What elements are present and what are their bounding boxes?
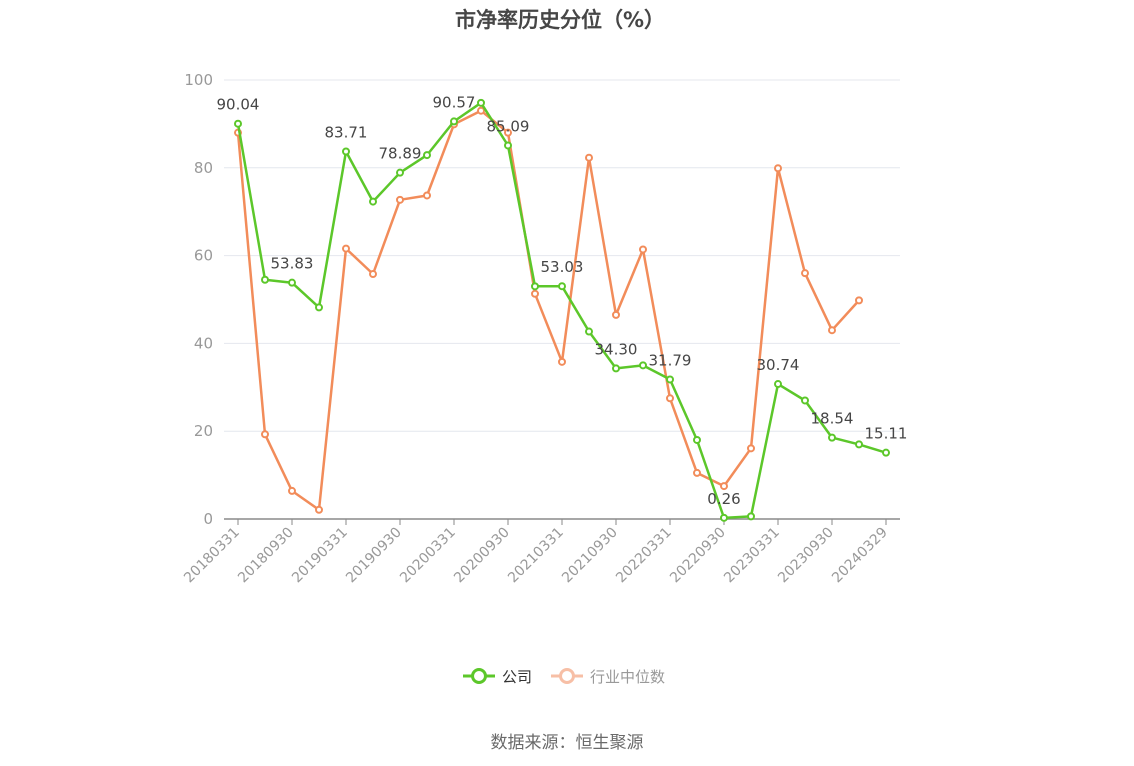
- data-point-industry-median: [774, 164, 782, 173]
- data-point-company: [234, 119, 242, 128]
- data-point-company: [720, 513, 728, 522]
- data-point-company: [693, 435, 701, 444]
- data-point-company: [774, 380, 782, 389]
- data-label: 31.79: [649, 351, 692, 369]
- data-label: 18.54: [811, 410, 854, 428]
- axis-layer: 0 20 40 60 80 100 2018033120180930201903312019…: [181, 71, 900, 586]
- data-point-company: [558, 282, 566, 291]
- data-point-company: [477, 98, 485, 107]
- y-tick-label: 80: [194, 159, 213, 177]
- data-point-industry-median: [288, 486, 296, 495]
- legend-item-industry-median[interactable]: 行业中位数: [550, 664, 665, 688]
- data-point-industry-median: [531, 289, 539, 298]
- data-point-industry-median: [855, 296, 863, 305]
- series-line-industry-median: [236, 109, 860, 512]
- data-point-company: [882, 448, 890, 457]
- data-point-industry-median: [639, 245, 647, 254]
- x-tick-label: 20200331: [397, 525, 459, 587]
- data-point-industry-median: [693, 468, 701, 477]
- y-tick-label: 60: [194, 247, 213, 265]
- data-point-company: [612, 364, 620, 373]
- x-tick-label: 20240329: [829, 525, 891, 587]
- data-point-company: [585, 327, 593, 336]
- data-point-company: [261, 275, 269, 284]
- series-line-company: [236, 101, 887, 520]
- data-point-company: [504, 141, 512, 150]
- data-point-industry-median: [261, 430, 269, 439]
- data-point-industry-median: [558, 357, 566, 366]
- data-point-industry-median: [477, 106, 485, 115]
- legend-industry-marker-icon: [551, 668, 583, 684]
- data-point-industry-median: [666, 394, 674, 403]
- legend-industry-label: 行业中位数: [590, 667, 666, 686]
- data-point-company: [855, 440, 863, 449]
- y-tick-label: 100: [184, 71, 213, 89]
- y-tick-label: 40: [194, 334, 213, 352]
- data-point-industry-median: [585, 153, 593, 162]
- data-point-industry-median: [396, 195, 404, 204]
- x-tick-label: 20230331: [721, 525, 783, 587]
- data-label: 78.89: [379, 145, 422, 163]
- data-point-company: [450, 117, 458, 126]
- data-point-company: [315, 303, 323, 312]
- legend-company-marker-icon: [463, 668, 495, 684]
- data-label: 34.30: [595, 340, 638, 358]
- data-point-industry-median: [828, 326, 836, 335]
- data-point-industry-median: [720, 482, 728, 491]
- data-label: 15.11: [865, 425, 908, 443]
- data-label: 85.09: [487, 117, 530, 135]
- data-point-industry-median: [504, 128, 512, 137]
- x-tick-label: 20180331: [181, 525, 243, 587]
- x-tick-label: 20210930: [559, 525, 621, 587]
- data-point-industry-median: [369, 270, 377, 279]
- x-tick-label: 20230930: [775, 525, 837, 587]
- data-label: 30.74: [757, 356, 800, 374]
- x-tick-label: 20220331: [613, 525, 675, 587]
- legend-company-label: 公司: [502, 667, 533, 686]
- data-point-company: [342, 147, 350, 156]
- x-tick-label: 20200930: [451, 525, 513, 587]
- source-note: 数据来源：恒生聚源: [490, 733, 644, 753]
- data-point-industry-median: [315, 505, 323, 514]
- x-tick-label: 20180930: [235, 525, 297, 587]
- data-label: 53.83: [271, 255, 314, 273]
- data-label: 83.71: [325, 124, 368, 142]
- data-point-company: [423, 151, 431, 160]
- data-label: 90.57: [433, 93, 476, 111]
- data-point-company: [747, 512, 755, 521]
- x-tick-label: 20210331: [505, 525, 567, 587]
- data-point-company: [639, 361, 647, 370]
- data-point-company: [531, 282, 539, 291]
- data-point-company: [801, 396, 809, 405]
- label-layer: 90.04 53.83 83.71 78.89 90.57 85.09 53.03 34.30…: [217, 93, 908, 507]
- data-point-company: [666, 375, 674, 384]
- series-layer: [234, 98, 890, 522]
- data-label: 53.03: [541, 258, 584, 276]
- data-label: 0.26: [707, 490, 740, 508]
- data-point-industry-median: [612, 310, 620, 319]
- data-point-company: [369, 197, 377, 206]
- data-point-company: [396, 168, 404, 177]
- data-point-industry-median: [342, 244, 350, 253]
- chart-title: 市净率历史分位（%）: [454, 8, 666, 32]
- data-point-company: [288, 278, 296, 287]
- x-tick-label: 20190331: [289, 525, 351, 587]
- data-point-industry-median: [747, 444, 755, 453]
- x-tick-label: 20190930: [343, 525, 405, 587]
- x-tick-label: 20220930: [667, 525, 729, 587]
- data-point-industry-median: [801, 269, 809, 278]
- legend-item-company[interactable]: 公司: [462, 664, 532, 688]
- data-point-industry-median: [423, 191, 431, 200]
- y-tick-label: 0: [203, 510, 213, 528]
- data-label: 90.04: [217, 96, 260, 114]
- data-point-company: [828, 433, 836, 442]
- y-tick-label: 20: [194, 422, 213, 440]
